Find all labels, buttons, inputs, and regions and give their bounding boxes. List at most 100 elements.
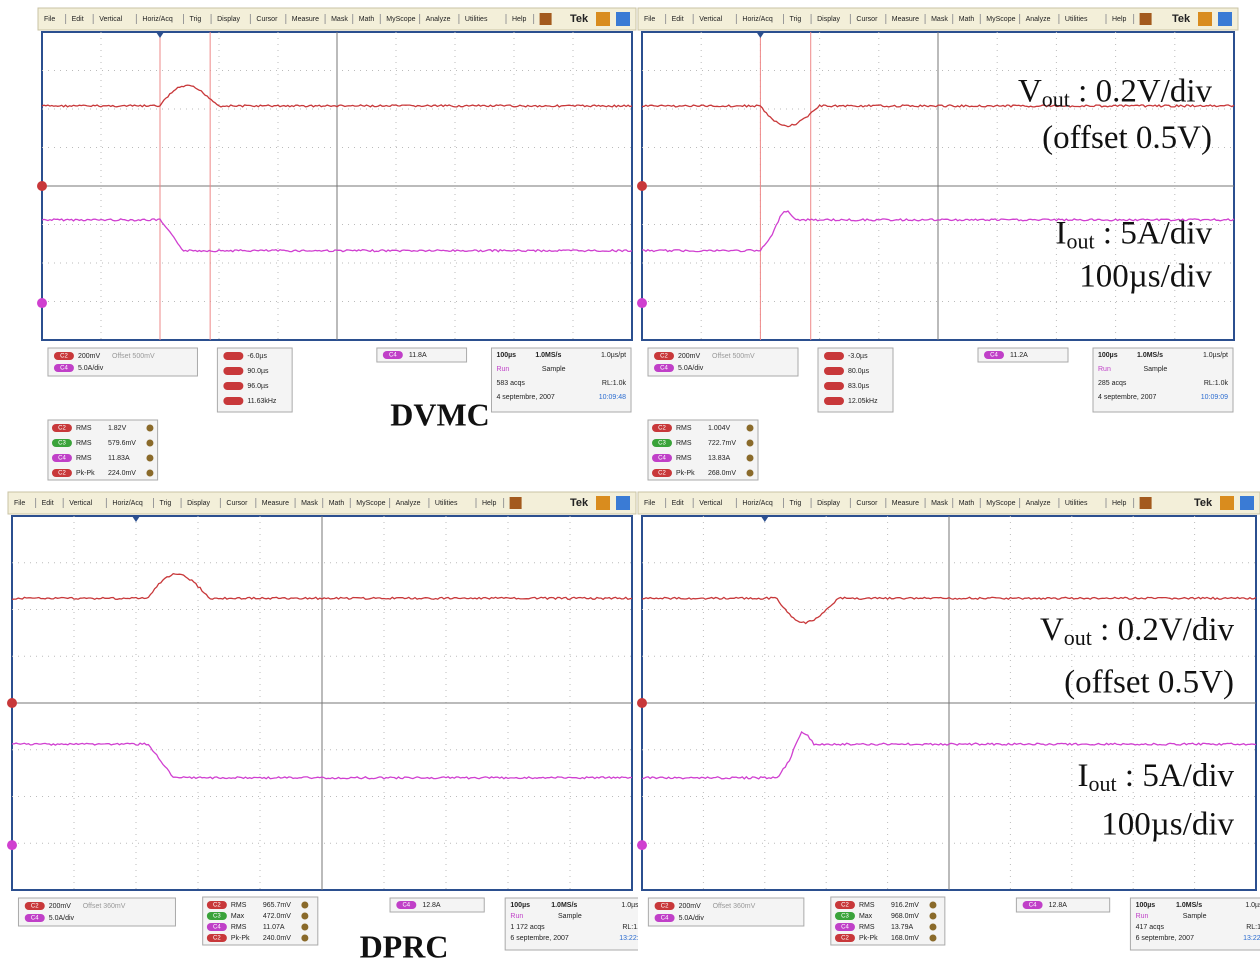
menu-item: Cursor <box>856 16 878 23</box>
annotation-rest: : 0.2V/div <box>1070 73 1213 109</box>
annotation-text: (offset 0.5V) <box>1064 664 1234 700</box>
per-point: 1.0µs/pt <box>1245 902 1260 909</box>
cursor-readout: -6.0µs <box>247 353 267 360</box>
cursor-badge <box>223 352 243 360</box>
acq-count: 1 172 acqs <box>510 924 545 931</box>
menu-item: Help <box>482 500 497 507</box>
annotation-sub: out <box>1064 625 1092 650</box>
menu-item: Utilities <box>465 16 488 23</box>
badge-label: C3 <box>58 441 66 447</box>
measure-status <box>747 455 754 462</box>
measure-status <box>929 913 936 920</box>
scope-panel: FileEditVerticalHoriz/AcqTrigDisplayCurs… <box>7 492 652 952</box>
ground-marker <box>7 698 17 708</box>
badge-label: C4 <box>31 916 39 922</box>
badge-label: C4 <box>213 925 221 931</box>
channel-scale: 5.0A/div <box>678 365 704 372</box>
menu-bar <box>638 492 1260 514</box>
channel-scale: 200mV <box>679 903 702 910</box>
menu-item: Vertical <box>99 16 122 23</box>
annotation-sub: out <box>1042 87 1070 112</box>
menu-item: Measure <box>292 16 319 23</box>
menu-button <box>1140 13 1152 25</box>
cursor-readout: 12.05kHz <box>848 398 878 405</box>
annotation-text: I <box>1078 757 1089 793</box>
measure-status <box>301 913 308 920</box>
menu-item: Trig <box>790 16 802 23</box>
badge-label: C2 <box>658 426 666 432</box>
annotation-text: V <box>1040 612 1064 648</box>
badge-label: C2 <box>60 354 68 360</box>
record-length: RL:1.0k <box>602 380 627 387</box>
cursor-badge <box>223 367 243 375</box>
menu-item: Edit <box>672 500 684 507</box>
measure-status <box>747 440 754 447</box>
menu-item: Cursor <box>856 500 878 507</box>
menu-item: Math <box>959 16 975 23</box>
measure-status <box>747 425 754 432</box>
time: 13:22:19 <box>1243 935 1260 942</box>
trigger-level: 12.8A <box>422 902 441 909</box>
cursor-badge <box>223 397 243 405</box>
menu-item: Trig <box>790 500 802 507</box>
menu-item: Display <box>817 500 840 507</box>
menu-item: Help <box>1112 16 1127 23</box>
close-button <box>616 12 630 26</box>
measure-value: 1.004V <box>708 425 731 432</box>
timebase-scale: 100µs <box>1098 352 1118 359</box>
cursor-badge <box>824 352 844 360</box>
measure-value: 13.79A <box>891 924 914 931</box>
badge-label: C3 <box>213 914 221 920</box>
measure-type: RMS <box>676 455 692 462</box>
menu-item: Analyze <box>426 16 451 23</box>
measure-value: 968.0mV <box>891 913 919 920</box>
menu-item: Measure <box>892 500 919 507</box>
menu-item: Mask <box>331 16 348 23</box>
timebase-scale: 100µs <box>510 902 530 909</box>
minimize-button <box>596 496 610 510</box>
menu-item: Measure <box>892 16 919 23</box>
sample-rate: 1.0MS/s <box>535 352 561 359</box>
measure-value: 579.6mV <box>108 440 136 447</box>
measure-status <box>146 440 153 447</box>
channel-scale: 200mV <box>78 353 101 360</box>
measure-value: 722.7mV <box>708 440 736 447</box>
measure-value: 268.0mV <box>708 470 736 477</box>
annotation: 100µs/div <box>1079 258 1212 294</box>
menu-item: Math <box>359 16 375 23</box>
trigger-level: 11.2A <box>1010 352 1028 359</box>
annotation-rest: : 5A/div <box>1095 215 1213 251</box>
menu-item: Vertical <box>699 500 722 507</box>
minimize-button <box>1220 496 1234 510</box>
date: 6 septembre, 2007 <box>1136 935 1194 942</box>
badge-label: C2 <box>661 904 669 910</box>
badge-label: C3 <box>658 441 666 447</box>
annotation: 100µs/div <box>1101 806 1234 842</box>
menu-item: File <box>644 500 655 507</box>
measure-status <box>146 470 153 477</box>
acq-count: 285 acqs <box>1098 380 1127 387</box>
menu-bar <box>8 492 636 514</box>
channel-scale: 200mV <box>678 353 701 360</box>
annotation-sub: out <box>1067 228 1095 253</box>
annotation-text: (offset 0.5V) <box>1042 119 1212 155</box>
scope-panel: FileEditVerticalHoriz/AcqTrigDisplayCurs… <box>637 492 1260 952</box>
trigger-level: 12.8A <box>1049 902 1068 909</box>
menu-item: Edit <box>42 500 54 507</box>
menu-item: Horiz/Acq <box>112 500 142 507</box>
menu-item: Mask <box>931 16 948 23</box>
timebase-scale: 100µs <box>1136 902 1156 909</box>
measure-value: 916.2mV <box>891 902 919 909</box>
badge-label: C4 <box>402 903 410 909</box>
menu-item: Vertical <box>699 16 722 23</box>
menu-item: Utilities <box>1065 500 1088 507</box>
measure-type: RMS <box>76 440 92 447</box>
menu-item: Display <box>187 500 210 507</box>
menu-item: Edit <box>672 16 684 23</box>
menu-item: Analyze <box>1026 500 1051 507</box>
badge-label: C2 <box>58 471 66 477</box>
measure-type: RMS <box>676 425 692 432</box>
badge-label: C4 <box>658 456 666 462</box>
acq-state: Run <box>1098 366 1111 373</box>
menu-item: Display <box>817 16 840 23</box>
